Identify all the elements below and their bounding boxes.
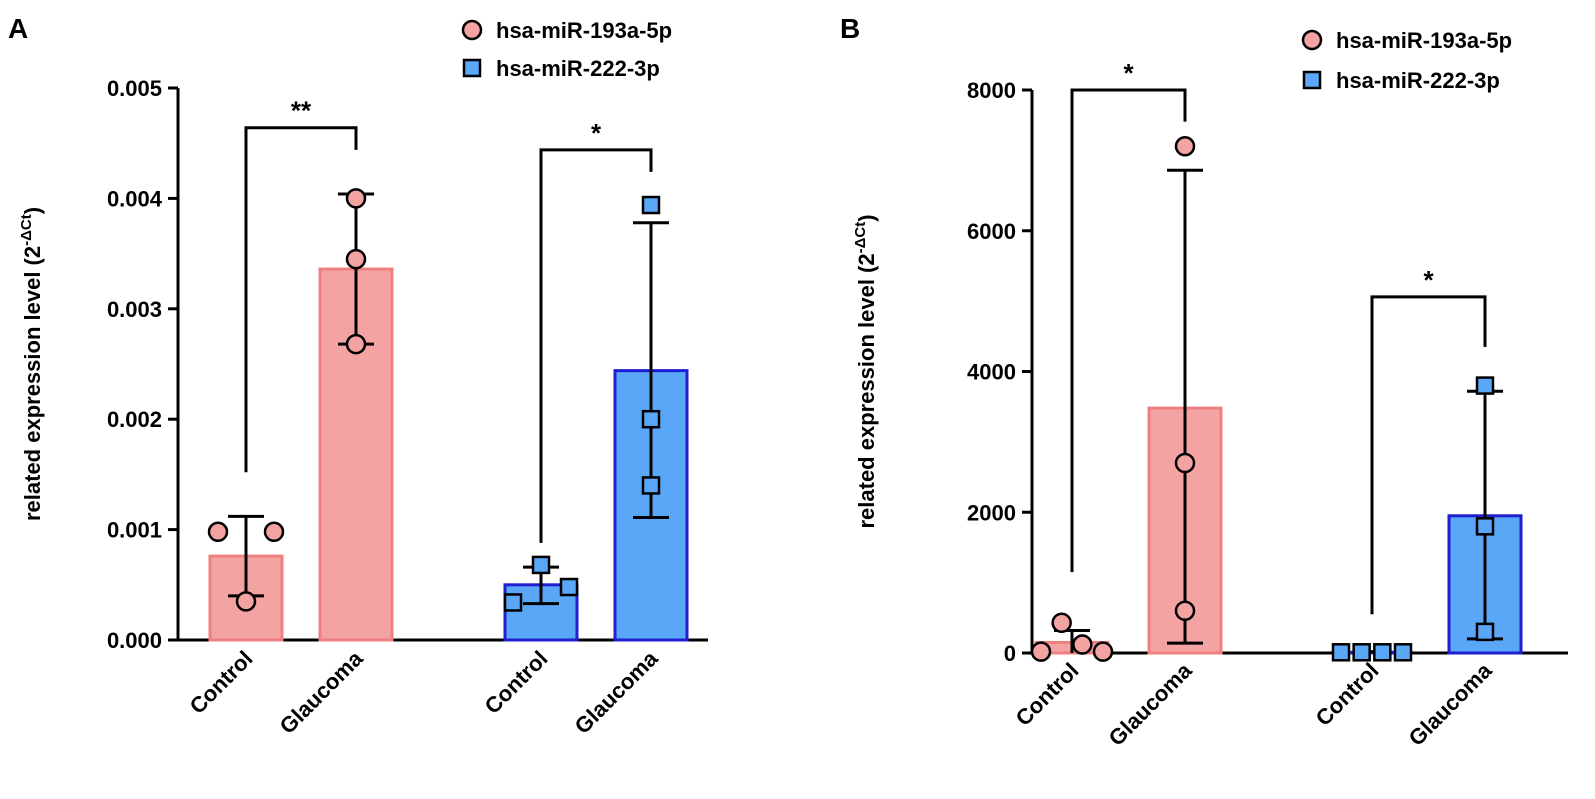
x-tick-label: Control — [1011, 658, 1084, 731]
data-point — [503, 593, 523, 612]
data-point — [1475, 517, 1495, 536]
y-axis-label: related expression level (2-ΔCt) — [852, 214, 879, 528]
data-point — [1475, 622, 1495, 642]
data-point — [531, 555, 551, 575]
data-point — [641, 409, 661, 429]
data-point — [1174, 136, 1196, 157]
x-tick-label: Control — [480, 646, 553, 719]
panel-label: A — [8, 13, 28, 44]
significance-label: * — [1423, 265, 1434, 295]
x-tick-label: Glaucoma — [1404, 657, 1497, 750]
chart-panel-a: A 0.000 0.001 0.002 0.003 0.004 0.005 related e… — [8, 13, 708, 739]
y-tick-label: 6000 — [967, 219, 1016, 244]
y-tick-label: 0.001 — [107, 518, 162, 543]
legend-marker — [1301, 29, 1323, 51]
data-point — [1072, 634, 1093, 655]
data-point — [1393, 643, 1413, 662]
y-tick-label: 2000 — [967, 500, 1016, 525]
y-tick-label: 8000 — [967, 78, 1016, 103]
x-tick-label: Glaucoma — [1104, 657, 1197, 750]
data-point — [1030, 641, 1052, 662]
data-point — [207, 521, 229, 543]
legend-marker — [461, 19, 483, 41]
y-tick-label: 0.005 — [107, 76, 162, 101]
x-tick-label: Control — [1311, 658, 1384, 731]
panel-label: B — [840, 13, 860, 44]
data-point — [1475, 376, 1495, 395]
y-tick-label: 0.000 — [107, 628, 162, 653]
y-axis-label-superscript: -ΔCt — [852, 222, 869, 254]
significance-bracket — [1370, 295, 1487, 615]
significance-label: * — [1123, 58, 1134, 88]
data-point — [345, 248, 367, 270]
data-point — [1352, 643, 1371, 662]
data-point — [1174, 452, 1196, 474]
x-tick-label: Glaucoma — [275, 645, 368, 738]
data-point — [641, 195, 661, 215]
legend-label: hsa-miR-222-3p — [1336, 68, 1500, 93]
legend-marker — [462, 58, 482, 78]
data-point — [345, 333, 367, 355]
data-point — [1373, 643, 1392, 662]
y-tick-label: 0 — [1004, 641, 1016, 666]
data-point — [263, 521, 285, 543]
x-tick-label: Control — [185, 646, 258, 719]
y-tick-label: 4000 — [967, 360, 1016, 385]
y-tick-label: 0.004 — [107, 186, 163, 211]
y-axis-label-main: related expression level (2 — [854, 253, 879, 528]
y-tick-label: 0.003 — [107, 297, 162, 322]
y-axis-label: related expression level (2-ΔCt) — [18, 207, 45, 521]
legend-marker — [1302, 70, 1322, 90]
x-tick-label: Glaucoma — [570, 645, 663, 738]
data-point — [1174, 600, 1196, 622]
significance-bracket — [1070, 88, 1187, 573]
significance-bracket — [539, 148, 653, 543]
data-point — [235, 591, 257, 612]
data-point — [641, 476, 661, 495]
data-point — [1092, 641, 1114, 662]
y-axis-label-superscript: -ΔCt — [18, 214, 35, 246]
y-axis-label-close: ) — [854, 214, 879, 221]
y-tick-label: 0.002 — [107, 407, 162, 432]
data-point — [345, 188, 367, 209]
y-axis-label-main: related expression level (2 — [20, 246, 45, 521]
significance-label: ** — [291, 96, 312, 126]
data-point — [1051, 612, 1072, 633]
significance-bracket — [244, 126, 358, 473]
data-point — [1331, 643, 1351, 662]
significance-label: * — [591, 118, 602, 148]
legend-label: hsa-miR-193a-5p — [496, 18, 672, 43]
legend-label: hsa-miR-193a-5p — [1336, 28, 1512, 53]
chart-panel-b: B 0 2000 4000 6000 8000 related expression lev… — [840, 13, 1568, 751]
data-point — [559, 577, 579, 597]
y-axis-label-close: ) — [20, 207, 45, 214]
legend-label: hsa-miR-222-3p — [496, 56, 660, 81]
